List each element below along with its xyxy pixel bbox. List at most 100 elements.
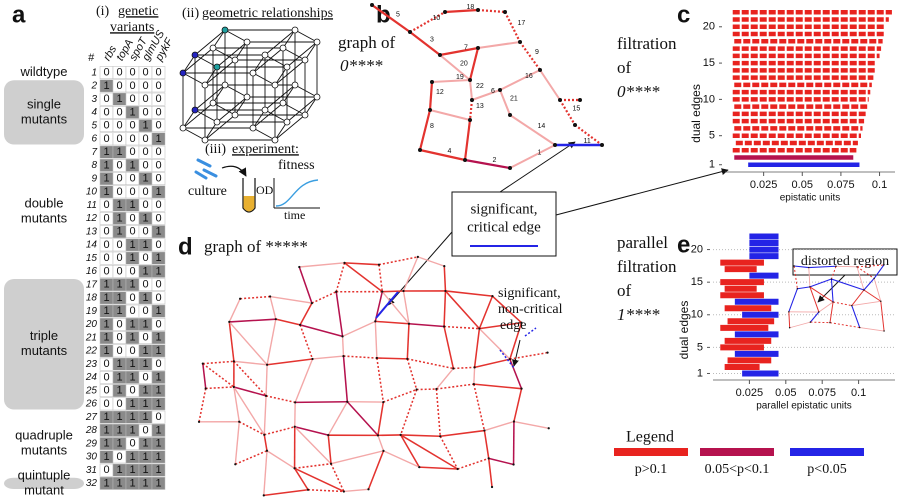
graph-edge [295, 402, 347, 403]
graph-edge [407, 359, 416, 390]
x-axis-label: epistatic units [780, 193, 841, 204]
graph-edge [453, 367, 474, 368]
graph-node [573, 123, 577, 127]
row-number: 4 [91, 107, 97, 118]
graph-edge [474, 384, 485, 430]
graph-edge [444, 291, 445, 327]
cell-value: 0 [129, 93, 135, 105]
graph-edge [267, 319, 276, 365]
graph-edge [881, 301, 884, 331]
edge-label: 12 [436, 89, 444, 96]
cell-value: 0 [155, 120, 161, 132]
edge-label: 13 [476, 103, 484, 110]
cell-value: 1 [142, 398, 148, 410]
cube-node [280, 45, 286, 51]
graph-node [509, 358, 511, 360]
legend-label: 0.05<p<0.1 [705, 462, 770, 477]
cell-value: 0 [103, 385, 109, 397]
cell-value: 0 [129, 186, 135, 198]
cube-edge [253, 48, 283, 73]
column-header: # [88, 52, 95, 64]
cell-value: 0 [155, 106, 161, 118]
edge-label: 8 [430, 123, 434, 130]
y-tick-label: 15 [691, 276, 703, 288]
cube-edge [213, 103, 235, 115]
chart-title: filtration [617, 34, 677, 53]
cube-node [232, 112, 238, 118]
cube-edge [225, 30, 247, 42]
graph-edge [229, 299, 240, 322]
graph-node [269, 295, 271, 297]
graph-edge [299, 267, 312, 303]
graph-edge [819, 302, 833, 312]
cube-edge [275, 115, 305, 140]
graph-edge [484, 431, 488, 459]
graph-edge [331, 464, 344, 492]
graph-node [491, 295, 493, 297]
cube-edge [295, 30, 317, 42]
cube-node [202, 137, 208, 143]
graph-edge [410, 32, 440, 55]
edge-label: 9 [535, 49, 539, 56]
graph-edge [436, 389, 440, 436]
row-number: 28 [85, 425, 98, 436]
edge-label: 1 [538, 149, 542, 156]
graph-edge [810, 279, 832, 287]
graph-edge [465, 160, 510, 168]
cell-value: 1 [129, 252, 135, 264]
graph-node [473, 366, 475, 368]
row-number: 19 [86, 306, 98, 317]
chart-title: 1**** [617, 305, 660, 324]
row-number: 31 [86, 465, 97, 476]
graph-node [538, 68, 542, 72]
graph-edge [458, 458, 489, 469]
graph-edge [833, 302, 852, 306]
graph-node [346, 401, 348, 403]
graph-node [508, 166, 512, 170]
edge-label: 20 [460, 60, 468, 67]
graph-edge [475, 359, 510, 367]
cube-edge [265, 55, 287, 67]
graph-edge [510, 359, 522, 389]
cube-edge [295, 85, 317, 97]
graph-node [438, 53, 442, 57]
cell-value: 0 [103, 120, 109, 132]
graph-node [299, 324, 301, 326]
cell-value: 1 [155, 186, 161, 198]
group-label: mutant [24, 482, 64, 497]
graph-node [553, 143, 557, 147]
graph-edge [401, 390, 417, 435]
graph-node [377, 434, 379, 436]
cell-value: 1 [116, 464, 122, 476]
cube-node [314, 94, 320, 100]
graph-node [343, 490, 345, 492]
graph-edge [407, 359, 453, 369]
row-number: 25 [85, 385, 98, 396]
cell-value: 1 [116, 411, 122, 423]
graph-node [408, 30, 412, 34]
cell-value: 0 [142, 159, 148, 171]
cell-value: 1 [155, 451, 161, 463]
edge-label: 17 [518, 20, 526, 27]
cube-node [250, 70, 256, 76]
panel-label: d [178, 233, 193, 260]
cube-edge [283, 103, 305, 115]
x-tick-label: 0.05 [775, 387, 796, 399]
cell-value: 1 [155, 133, 161, 145]
graph-edge [312, 292, 336, 303]
graph-node [809, 286, 810, 287]
annotation: critical edge [467, 219, 541, 235]
cell-value: 0 [116, 106, 122, 118]
cell-value: 0 [155, 80, 161, 92]
graph-edge [312, 356, 343, 359]
section-prefix: (ii) [182, 6, 199, 21]
section-title: experiment: [232, 142, 299, 157]
graph-edge [797, 287, 810, 289]
graph-node [307, 489, 309, 491]
graph-edge [378, 435, 384, 450]
graph-edge [266, 365, 267, 396]
graph-node [483, 429, 485, 431]
row-number: 12 [86, 213, 98, 224]
graph-node [880, 301, 881, 302]
cube-edge [253, 73, 275, 85]
